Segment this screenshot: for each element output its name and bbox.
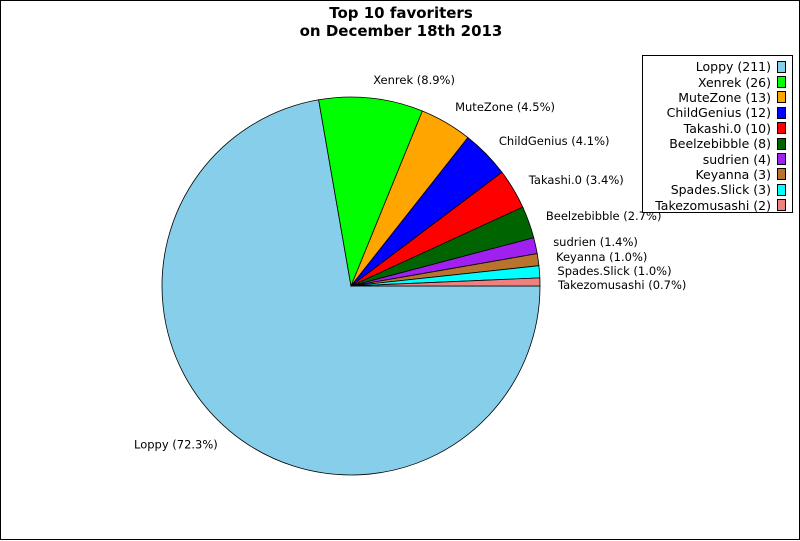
legend-swatch-spades-slick [777, 183, 786, 196]
legend-label-spades-slick: Spades.Slick (3) [670, 182, 771, 198]
legend-label-beelzebibble: Beelzebibble (8) [669, 136, 771, 152]
legend-item-loppy: Loppy (211) [643, 59, 792, 74]
legend-swatch-keyanna [777, 168, 786, 181]
legend-label-keyanna: Keyanna (3) [695, 166, 771, 182]
pie-slice-takezomusashi [350, 277, 541, 287]
legend-item-spades-slick: Spades.Slick (3) [643, 182, 792, 197]
legend-swatch-takezomusashi [777, 199, 786, 212]
legend-label-loppy: Loppy (211) [695, 59, 771, 75]
legend-label-xenrek: Xenrek (26) [697, 74, 771, 90]
slice-label-beelzebibble: Beelzebibble (2.7%) [546, 209, 662, 223]
slice-label-spades-slick: Spades.Slick (1.0%) [557, 264, 671, 278]
legend-item-sudrien: sudrien (4) [643, 151, 792, 167]
legend-swatch-loppy [777, 60, 786, 73]
legend-swatch-mutezone [777, 91, 786, 104]
slice-label-sudrien: sudrien (1.4%) [553, 235, 638, 249]
slice-label-takashi-0: Takashi.0 (3.4%) [528, 173, 624, 187]
chart-title-line-2: on December 18th 2013 [299, 22, 503, 40]
chart-title-line-1: Top 10 favoriters [329, 4, 473, 22]
legend-item-takezomusashi: Takezomusashi (2) [643, 198, 792, 213]
legend-label-sudrien: sudrien (4) [702, 151, 771, 167]
pie-slice-loppy [161, 99, 541, 476]
legend-item-xenrek: Xenrek (26) [643, 74, 792, 90]
legend-swatch-takashi-0 [777, 122, 786, 135]
legend-label-mutezone: MuteZone (13) [678, 89, 771, 105]
slice-label-loppy: Loppy (72.3%) [134, 437, 218, 451]
slice-label-mutezone: MuteZone (4.5%) [455, 100, 555, 114]
legend-item-beelzebibble: Beelzebibble (8) [643, 136, 792, 151]
legend-item-takashi-0: Takashi.0 (10) [643, 121, 792, 136]
legend-swatch-beelzebibble [777, 137, 786, 150]
slice-label-xenrek: Xenrek (8.9%) [373, 73, 455, 87]
chart-title: Top 10 favoriters on December 18th 2013 [1, 4, 800, 40]
legend-label-childgenius: ChildGenius (12) [666, 105, 771, 121]
legend-label-takezomusashi: Takezomusashi (2) [655, 197, 771, 213]
legend-item-keyanna: Keyanna (3) [643, 167, 792, 182]
slice-label-keyanna: Keyanna (1.0%) [556, 250, 647, 264]
legend-item-childgenius: ChildGenius (12) [643, 105, 792, 120]
legend-label-takashi-0: Takashi.0 (10) [683, 120, 771, 136]
slice-label-takezomusashi: Takezomusashi (0.7%) [557, 278, 686, 292]
legend-swatch-sudrien [777, 153, 786, 166]
slice-label-childgenius: ChildGenius (4.1%) [499, 134, 610, 148]
chart-legend: Loppy (211) Xenrek (26) MuteZone (13) Child… [642, 55, 793, 213]
legend-swatch-xenrek [777, 76, 786, 89]
legend-item-mutezone: MuteZone (13) [643, 90, 792, 105]
legend-swatch-childgenius [777, 106, 786, 119]
pie-slice-xenrek [318, 96, 423, 288]
